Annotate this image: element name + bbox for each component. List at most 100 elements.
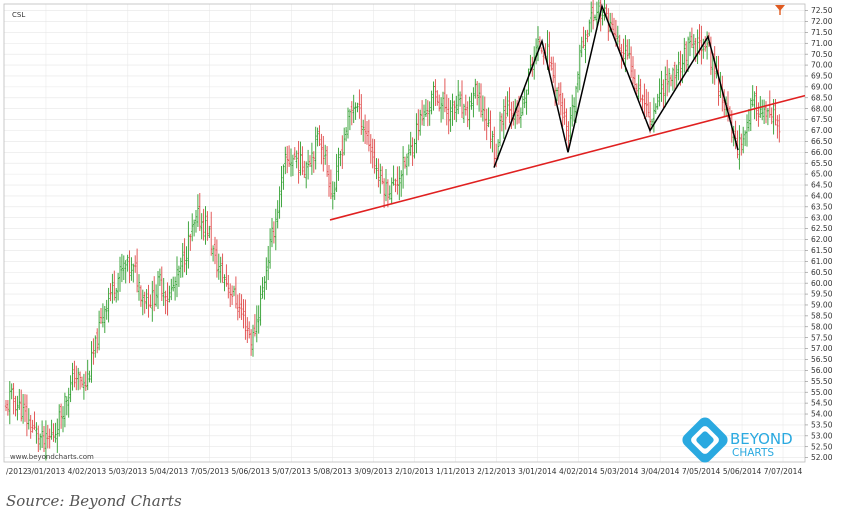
price-bar [282, 164, 285, 190]
price-bar [35, 422, 38, 444]
price-bar [181, 243, 184, 278]
price-bar [457, 79, 460, 115]
price-bar [236, 294, 239, 321]
price-bar [605, 4, 608, 16]
price-bar [179, 257, 182, 278]
price-bar [386, 179, 389, 208]
price-bar [219, 256, 222, 283]
price-bar [593, 14, 597, 21]
price-bar [202, 208, 205, 241]
x-axis: /2012 3/01/2013 4/02/2013 5/03/2013 5/04/201… [6, 467, 802, 476]
price-bar [117, 272, 120, 301]
price-bar [327, 164, 331, 197]
price-bar [350, 101, 353, 126]
price-bar [288, 145, 291, 167]
price-bar [221, 253, 224, 283]
price-bar [10, 383, 13, 400]
price-bar [299, 141, 302, 176]
price-bar [542, 52, 545, 65]
price-bar [753, 91, 756, 120]
price-bar [33, 411, 36, 430]
price-bar [618, 34, 621, 51]
price-bar [381, 166, 384, 185]
price-bar [633, 69, 636, 92]
beyond-charts-logo: BEYOND CHARTS [682, 417, 793, 463]
price-bar [200, 213, 203, 240]
price-bar [58, 404, 61, 437]
price-bar [250, 329, 253, 356]
price-bar [478, 82, 481, 112]
price-bar [312, 151, 315, 173]
price-bar [360, 94, 363, 135]
price-bar [436, 90, 439, 106]
price-bar [631, 56, 635, 85]
price-bar [318, 125, 321, 146]
y-tick-label: 64.50 [811, 181, 833, 190]
y-tick-label: 63.00 [811, 213, 833, 222]
x-tick-label: 5/03/2014 [600, 467, 639, 476]
price-bar [109, 283, 112, 302]
price-bar [692, 34, 695, 61]
price-bar [502, 99, 505, 139]
x-tick-label: 7/05/2013 [191, 467, 230, 476]
price-bar [755, 86, 758, 121]
price-bar [206, 211, 209, 241]
price-bar [770, 107, 773, 125]
price-bar [187, 221, 190, 269]
x-tick-label: 7/07/2014 [764, 467, 803, 476]
y-tick-label: 56.50 [811, 355, 833, 364]
price-bar [666, 59, 669, 97]
price-bar [643, 83, 646, 119]
price-bar [46, 424, 49, 449]
price-bar [766, 107, 769, 126]
price-bar [227, 274, 230, 299]
price-bar [98, 310, 101, 351]
y-tick-label: 68.50 [811, 93, 833, 102]
price-bar [346, 107, 350, 139]
price-bar [193, 219, 196, 237]
price-bar [270, 218, 274, 248]
x-tick-label: 5/08/2013 [313, 467, 352, 476]
y-tick-label: 54.00 [811, 410, 833, 419]
price-bar [555, 87, 559, 102]
price-bar [286, 145, 289, 174]
price-bar [411, 137, 414, 166]
price-bar [295, 150, 298, 169]
price-bar [671, 67, 674, 91]
price-bar [44, 420, 47, 461]
x-tick-label: 4/02/2013 [68, 467, 107, 476]
price-bar [162, 277, 165, 306]
price-bar [337, 147, 340, 181]
price-bar [369, 134, 372, 164]
x-tick-label: 5/07/2013 [272, 467, 311, 476]
y-tick-label: 65.50 [811, 159, 833, 168]
price-bar [130, 257, 133, 281]
price-bar [738, 125, 741, 170]
price-bar [213, 236, 217, 265]
y-tick-label: 60.00 [811, 279, 833, 288]
price-bar [54, 422, 57, 443]
y-tick-label: 52.50 [811, 442, 833, 451]
price-bar [172, 276, 175, 292]
gridlines [4, 4, 805, 462]
price-bar [242, 299, 245, 329]
plot-border [3, 3, 806, 463]
x-tick-label: 3/09/2013 [354, 467, 393, 476]
y-tick-label: 55.50 [811, 377, 833, 386]
support-trendline [329, 94, 806, 221]
price-bar [772, 99, 775, 135]
price-bar [265, 257, 268, 290]
price-bar [52, 423, 55, 442]
price-bar [388, 185, 391, 200]
price-bar [375, 158, 378, 180]
price-bar [134, 255, 137, 273]
price-bar [422, 104, 426, 127]
corner-marker-icon[interactable] [775, 5, 785, 15]
price-bar [688, 31, 692, 57]
price-bar [126, 254, 129, 272]
price-bar [603, 0, 606, 21]
logo-line2: CHARTS [732, 447, 774, 459]
x-tick-label: 3/01/2014 [518, 467, 557, 476]
price-bar [308, 155, 312, 167]
price-bar [175, 256, 179, 298]
